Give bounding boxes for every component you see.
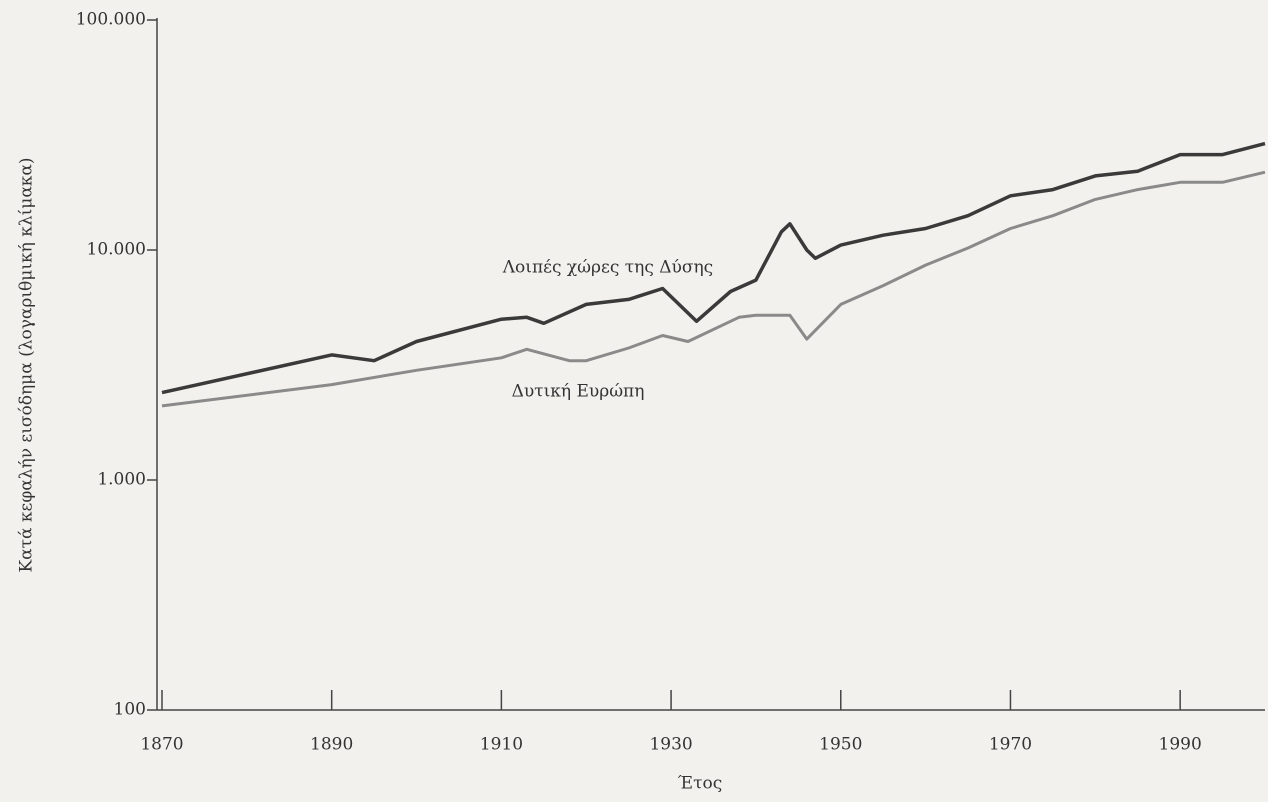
series-label: Λοιπές χώρες της Δύσης <box>502 258 713 278</box>
x-tick-label: 1910 <box>480 735 523 755</box>
y-tick-label: 10.000 <box>87 240 146 260</box>
x-tick-label: 1950 <box>819 735 862 755</box>
series-label: Δυτική Ευρώπη <box>512 382 645 402</box>
x-tick-label: 1870 <box>140 735 183 755</box>
y-tick-label: 1.000 <box>97 470 146 490</box>
y-tick-label: 100.000 <box>76 10 146 30</box>
x-axis-label: Έτος <box>678 774 722 794</box>
y-tick-label: 100 <box>114 700 146 720</box>
y-axis-label: Κατά κεφαλήν εισόδημα (λογαριθμική κλίμα… <box>17 157 37 572</box>
series-line <box>161 141 1266 395</box>
x-tick-label: 1930 <box>649 735 692 755</box>
x-tick-label: 1990 <box>1159 735 1202 755</box>
x-tick-label: 1970 <box>989 735 1032 755</box>
series-line <box>161 170 1266 408</box>
x-tick-label: 1890 <box>310 735 353 755</box>
